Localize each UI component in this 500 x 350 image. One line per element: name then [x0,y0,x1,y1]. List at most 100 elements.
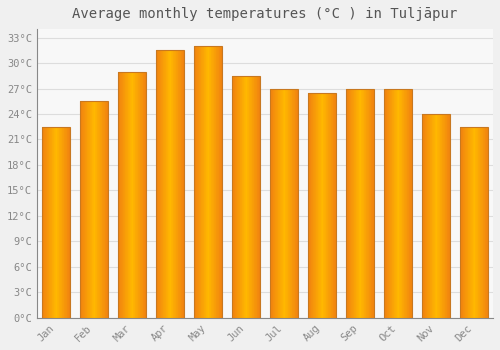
Bar [175,50,176,318]
Bar [460,127,488,318]
Bar [56,127,57,318]
Bar [245,76,246,318]
Bar [480,127,481,318]
Bar [325,93,326,318]
Bar [270,89,298,318]
Bar [318,93,319,318]
Bar [294,89,296,318]
Bar [484,127,486,318]
Bar [274,89,276,318]
Bar [200,46,201,318]
Bar [310,93,312,318]
Bar [233,76,234,318]
Bar [210,46,211,318]
Bar [479,127,480,318]
Bar [270,89,271,318]
Bar [354,89,355,318]
Bar [167,50,168,318]
Bar [90,101,91,318]
Bar [102,101,103,318]
Bar [350,89,352,318]
Bar [130,71,131,318]
Bar [436,114,438,318]
Bar [165,50,166,318]
Bar [64,127,65,318]
Bar [195,46,196,318]
Bar [273,89,274,318]
Bar [293,89,294,318]
Bar [289,89,290,318]
Bar [100,101,101,318]
Bar [44,127,45,318]
Bar [317,93,318,318]
Bar [290,89,291,318]
Bar [50,127,51,318]
Bar [335,93,336,318]
Bar [136,71,137,318]
Bar [367,89,368,318]
Bar [60,127,61,318]
Bar [174,50,175,318]
Bar [176,50,177,318]
Bar [276,89,277,318]
Bar [433,114,434,318]
Bar [254,76,255,318]
Bar [368,89,370,318]
Bar [88,101,89,318]
Bar [353,89,354,318]
Bar [466,127,467,318]
Bar [426,114,427,318]
Bar [63,127,64,318]
Bar [132,71,134,318]
Bar [104,101,105,318]
Bar [477,127,478,318]
Bar [80,101,81,318]
Bar [182,50,184,318]
Bar [434,114,436,318]
Bar [355,89,356,318]
Bar [388,89,390,318]
Bar [308,93,336,318]
Bar [373,89,374,318]
Bar [444,114,446,318]
Bar [470,127,471,318]
Bar [277,89,278,318]
Bar [129,71,130,318]
Bar [121,71,122,318]
Bar [322,93,324,318]
Bar [66,127,67,318]
Bar [319,93,320,318]
Bar [475,127,476,318]
Bar [431,114,432,318]
Bar [89,101,90,318]
Bar [126,71,127,318]
Bar [141,71,142,318]
Bar [156,50,184,318]
Bar [62,127,63,318]
Bar [98,101,99,318]
Bar [43,127,44,318]
Bar [118,71,146,318]
Bar [81,101,82,318]
Bar [467,127,468,318]
Bar [287,89,288,318]
Bar [65,127,66,318]
Bar [384,89,385,318]
Bar [346,89,347,318]
Bar [93,101,94,318]
Bar [394,89,395,318]
Bar [42,127,70,318]
Bar [46,127,48,318]
Bar [352,89,353,318]
Bar [281,89,282,318]
Bar [158,50,159,318]
Bar [156,50,157,318]
Bar [124,71,126,318]
Bar [486,127,487,318]
Bar [202,46,203,318]
Bar [243,76,244,318]
Bar [259,76,260,318]
Bar [196,46,197,318]
Bar [398,89,400,318]
Bar [430,114,431,318]
